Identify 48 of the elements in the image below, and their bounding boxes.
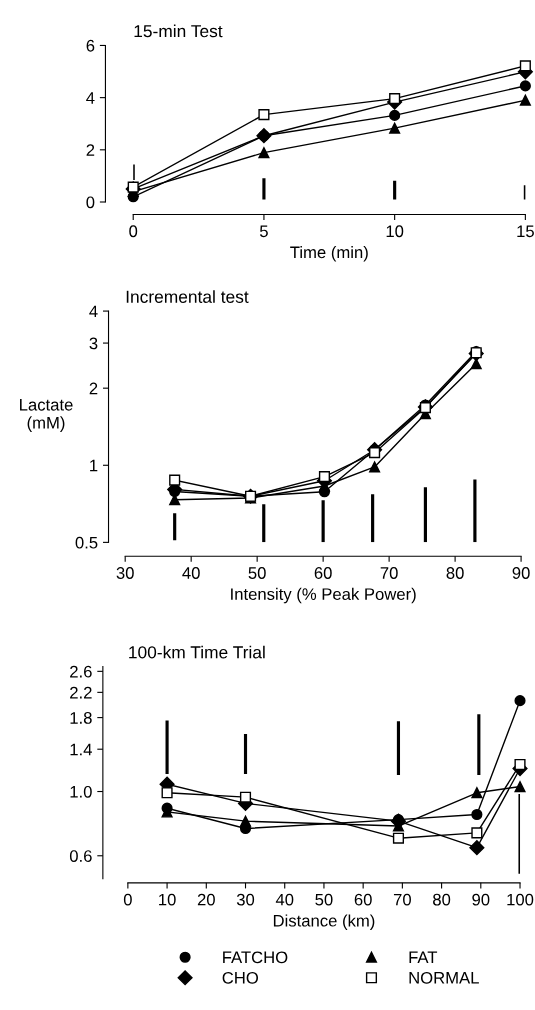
x-tick-label: 40 [275, 893, 294, 906]
x-tick-label: 50 [248, 567, 266, 579]
x-tick-label: 100 [507, 893, 534, 906]
x-tick-label: 15 [517, 225, 534, 238]
y-tick-label: 2.6 [70, 665, 92, 678]
y-tick-label: 1.8 [70, 712, 92, 724]
x-tick-label: 5 [259, 225, 268, 238]
x-tick-label: 90 [512, 567, 530, 579]
y-tick-label: 6 [86, 39, 95, 52]
legend-label: CHO [222, 971, 259, 984]
x-tick-label: 0 [123, 893, 132, 906]
x-tick-label: 30 [236, 893, 255, 906]
x-tick-label: 60 [354, 893, 372, 906]
x-tick-label: 10 [159, 893, 176, 906]
y-tick-label: 1 [90, 459, 98, 472]
x-tick-label: 10 [386, 225, 404, 238]
y-tick-label: 0 [86, 196, 95, 209]
x-tick-label: 60 [314, 567, 332, 579]
x-axis-title: Intensity (% Peak Power) [231, 587, 416, 604]
x-tick-label: 50 [315, 893, 333, 906]
y-tick-label: 4 [89, 305, 98, 318]
x-tick-label: 70 [380, 567, 398, 579]
x-tick-label: 80 [433, 893, 451, 906]
x-tick-label: 30 [116, 567, 134, 579]
y-tick-label: 4 [86, 92, 95, 104]
y-tick-label: 3 [89, 337, 98, 350]
x-tick-label: 80 [446, 567, 464, 579]
y-tick-label: 2.2 [70, 686, 92, 699]
y-tick-label: 1.4 [70, 743, 92, 756]
y-tick-label: 2 [86, 144, 95, 156]
y-tick-label: 2 [89, 382, 98, 395]
legend-label: FAT [409, 951, 438, 964]
chart-title: 15-min Test [134, 24, 223, 38]
x-tick-label: 70 [393, 893, 411, 906]
x-axis-title: Distance (km) [273, 914, 375, 930]
x-tick-label: 40 [182, 567, 200, 579]
x-tick-label: 20 [197, 893, 215, 906]
chart-title: 100-km Time Trial [129, 645, 265, 659]
y-tick-label: 0.5 [75, 536, 98, 549]
y-tick-label: 0.6 [69, 850, 92, 862]
x-tick-label: 90 [472, 893, 490, 906]
x-axis-title: Time (min) [290, 246, 368, 262]
legend-label: NORMAL [409, 971, 479, 984]
y-axis-title: Lactate (mM) [20, 399, 73, 432]
legend-label: FATCHO [223, 951, 288, 964]
x-tick-label: 0 [129, 225, 138, 238]
chart-title: Incremental test [126, 290, 249, 303]
y-tick-label: 1.0 [70, 785, 92, 798]
